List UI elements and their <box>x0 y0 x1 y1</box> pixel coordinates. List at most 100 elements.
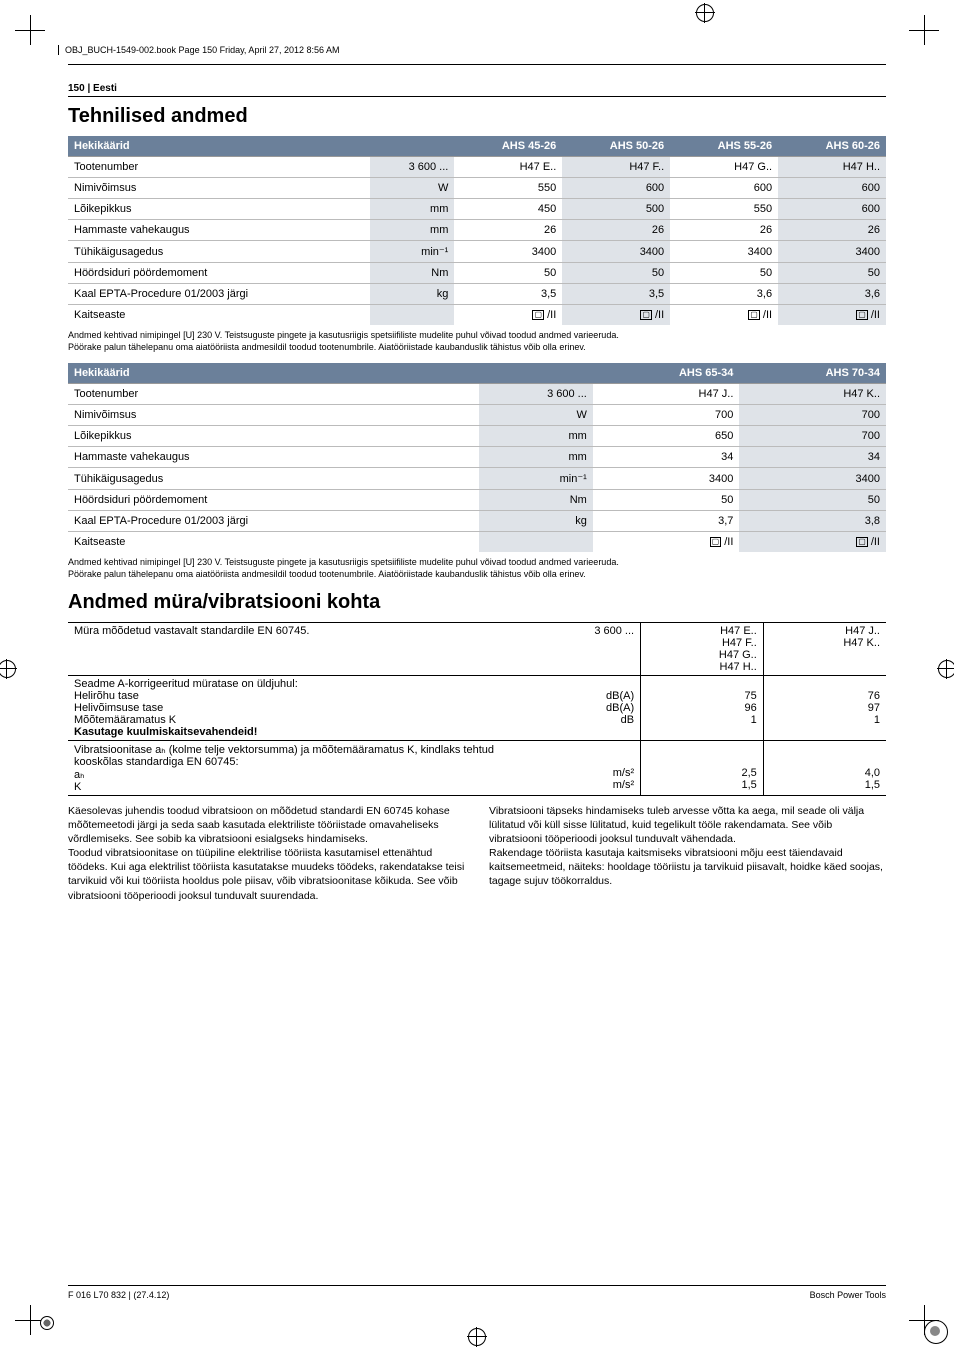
divider <box>68 96 886 97</box>
cell: Kaitseaste <box>68 305 370 326</box>
cell: 700 <box>739 426 886 447</box>
cell: 3400 <box>739 468 886 490</box>
registration-mark-icon <box>40 1316 54 1330</box>
file-meta-text: OBJ_BUCH-1549-002.book Page 150 Friday, … <box>58 45 340 55</box>
text: 96 <box>647 702 757 714</box>
page: OBJ_BUCH-1549-002.book Page 150 Friday, … <box>0 0 954 1350</box>
cell: ▢ /II <box>778 305 886 326</box>
registration-mark-icon <box>924 1320 946 1342</box>
text: 97 <box>770 702 880 714</box>
table-header: AHS 55-26 <box>670 136 778 157</box>
table-row: NimivõimsusW700700 <box>68 405 886 426</box>
table-row: Tühikäigusagedusmin⁻¹34003400 <box>68 468 886 490</box>
registration-mark-icon <box>468 1328 486 1346</box>
table-header: Hekikäärid <box>68 136 370 157</box>
cell: Nimivõimsus <box>68 405 479 426</box>
text: 1 <box>647 714 757 726</box>
cell: 700 <box>739 405 886 426</box>
cell: Lõikepikkus <box>68 426 479 447</box>
cell: kg <box>370 284 454 305</box>
text: 1,5 <box>770 779 880 791</box>
cell: ▢ /II <box>593 532 740 553</box>
cell: Seadme A-korrigeeritud müratase on üldju… <box>68 675 526 740</box>
cell: Tootenumber <box>68 157 370 178</box>
table-row: Lõikepikkusmm650700 <box>68 426 886 447</box>
table-row: Tootenumber3 600 ...H47 E..H47 F..H47 G.… <box>68 157 886 178</box>
page-header: 150 | Eesti <box>68 83 886 94</box>
cell: 50 <box>778 263 886 284</box>
cell: 3400 <box>670 241 778 263</box>
cell: H47 E.. H47 F.. H47 G.. H47 H.. <box>641 622 764 675</box>
cell: 76 97 1 <box>763 675 886 740</box>
cell: H47 E.. <box>454 157 562 178</box>
cell: 26 <box>778 220 886 241</box>
class-ii-icon: ▢ <box>856 537 868 547</box>
table-row: NimivõimsusW550600600600 <box>68 178 886 199</box>
cell: ▢ /II <box>562 305 670 326</box>
cell: 3400 <box>593 468 740 490</box>
body-columns: Käesolevas juhendis toodud vibratsioon o… <box>68 804 886 903</box>
cell: Kaal EPTA-Procedure 01/2003 järgi <box>68 511 479 532</box>
cell: ▢ /II <box>454 305 562 326</box>
cell: 50 <box>739 490 886 511</box>
cell: 3,5 <box>562 284 670 305</box>
cell: mm <box>370 220 454 241</box>
cell <box>370 305 454 326</box>
table-row: Tootenumber3 600 ...H47 J..H47 K.. <box>68 384 886 405</box>
cell: 3,7 <box>593 511 740 532</box>
cell: 700 <box>593 405 740 426</box>
cell: 50 <box>562 263 670 284</box>
class-ii-icon: ▢ <box>710 537 722 547</box>
table-row: Tühikäigusagedusmin⁻¹3400340034003400 <box>68 241 886 263</box>
footnote-line: Andmed kehtivad nimipingel [U] 230 V. Te… <box>68 329 886 341</box>
page-footer: F 016 L70 832 | (27.4.12) Bosch Power To… <box>68 1285 886 1300</box>
text: 1 <box>770 714 880 726</box>
cell: 26 <box>454 220 562 241</box>
text: 76 <box>770 690 880 702</box>
cell: W <box>370 178 454 199</box>
crop-mark-icon <box>904 10 944 50</box>
class-ii-icon: ▢ <box>532 310 544 320</box>
cell: Lõikepikkus <box>68 199 370 220</box>
table-header <box>479 363 593 384</box>
text: m/s² <box>532 767 634 779</box>
cell: Tühikäigusagedus <box>68 468 479 490</box>
text: dB <box>532 714 634 726</box>
cell: ▢ /II <box>739 532 886 553</box>
class-ii-icon: ▢ <box>856 310 868 320</box>
table-row: Vibratsioonitase aₕ (kolme telje vektors… <box>68 740 886 795</box>
divider <box>68 64 886 65</box>
cell: 3400 <box>778 241 886 263</box>
cell: 50 <box>454 263 562 284</box>
text: 75 <box>647 690 757 702</box>
table-row: Hammaste vahekaugusmm26262626 <box>68 220 886 241</box>
table-row: Kaal EPTA-Procedure 01/2003 järgikg3,53,… <box>68 284 886 305</box>
cell: Kaitseaste <box>68 532 479 553</box>
cell: H47 J.. H47 K.. <box>763 622 886 675</box>
cell: 650 <box>593 426 740 447</box>
cell: 500 <box>562 199 670 220</box>
cell: 3400 <box>454 241 562 263</box>
section-title-tech: Tehnilised andmed <box>68 105 886 128</box>
cell: 34 <box>739 447 886 468</box>
section-title-noise: Andmed müra/vibratsiooni kohta <box>68 591 886 614</box>
cell: mm <box>479 447 593 468</box>
table-row: Hammaste vahekaugusmm3434 <box>68 447 886 468</box>
cell: 34 <box>593 447 740 468</box>
text: 1,5 <box>647 779 757 791</box>
table-header: AHS 60-26 <box>778 136 886 157</box>
table-row <box>68 795 886 796</box>
cell: mm <box>479 426 593 447</box>
table-row: Höördsiduri pöördemomentNm50505050 <box>68 263 886 284</box>
footnote-line: Andmed kehtivad nimipingel [U] 230 V. Te… <box>68 556 886 568</box>
cell: Hammaste vahekaugus <box>68 447 479 468</box>
footnote: Andmed kehtivad nimipingel [U] 230 V. Te… <box>68 556 886 580</box>
text: Seadme A-korrigeeritud müratase on üldju… <box>74 678 520 690</box>
text: dB(A) <box>532 690 634 702</box>
cell: kg <box>479 511 593 532</box>
cell: min⁻¹ <box>479 468 593 490</box>
class-ii-icon: ▢ <box>640 310 652 320</box>
cell: 3 600 ... <box>526 622 641 675</box>
cell: 550 <box>670 199 778 220</box>
table-header: AHS 70-34 <box>739 363 886 384</box>
